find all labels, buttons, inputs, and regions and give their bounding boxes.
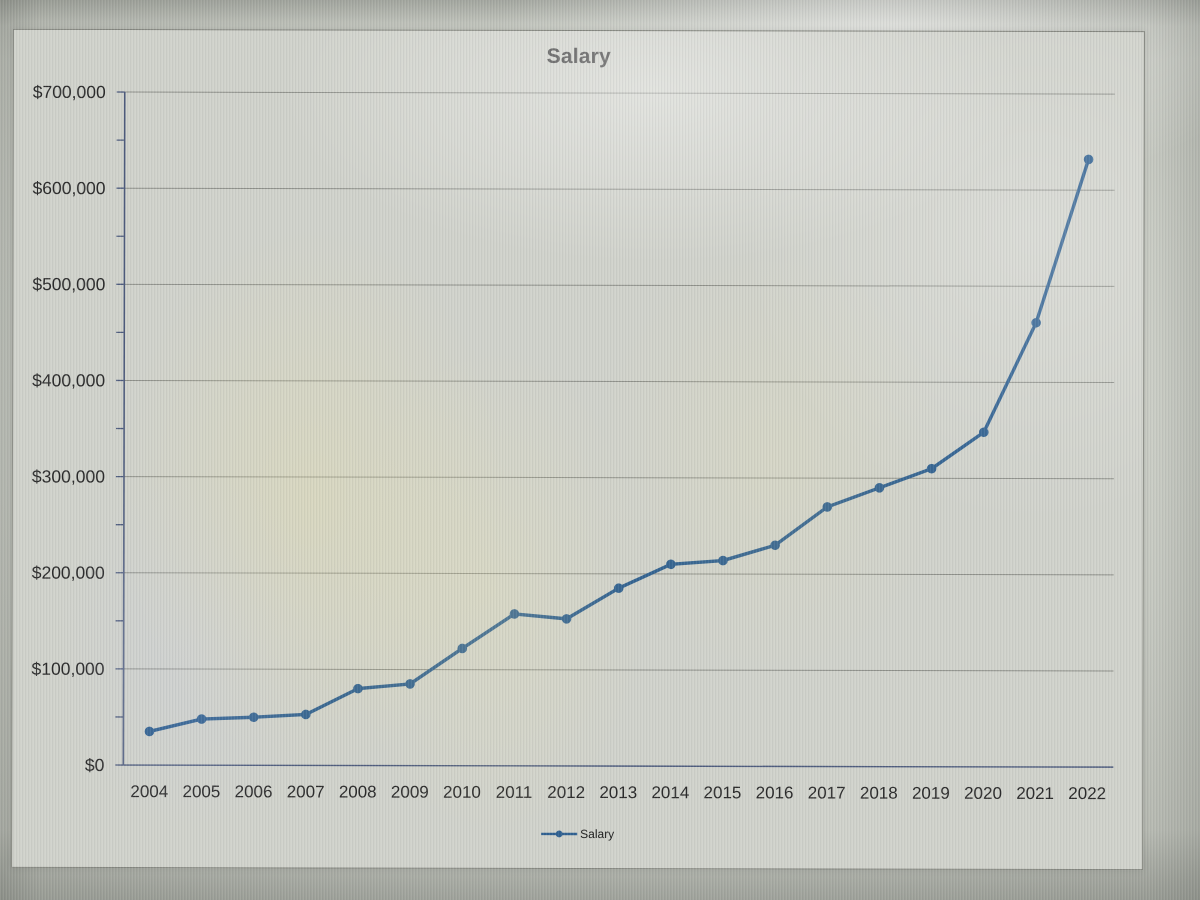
x-axis-label: 2012 [547, 783, 585, 802]
data-point [718, 555, 728, 566]
gridline [124, 283, 1115, 287]
x-axis-line [123, 764, 1114, 768]
data-point [666, 559, 676, 570]
x-axis-label: 2020 [964, 784, 1002, 803]
gridline [123, 476, 1114, 480]
x-axis-label: 2016 [756, 783, 794, 802]
y-axis-label: $600,000 [33, 178, 106, 198]
x-axis-label: 2014 [651, 783, 689, 802]
x-axis-label: 2022 [1068, 784, 1106, 803]
y-axis-label: $700,000 [33, 82, 106, 102]
data-point [301, 709, 311, 720]
gridline [124, 187, 1115, 191]
legend-line-marker-icon [541, 830, 578, 838]
data-point [1031, 317, 1041, 328]
chart-legend: Salary [12, 822, 1142, 846]
data-point [822, 502, 833, 512]
y-axis-label: $500,000 [32, 274, 105, 294]
data-point [874, 483, 885, 493]
x-axis-label: 2021 [1016, 784, 1054, 803]
data-point [509, 609, 520, 619]
y-axis-label: $0 [85, 755, 105, 775]
data-point [926, 463, 937, 474]
x-axis-label: 2018 [860, 784, 898, 803]
data-point [613, 583, 624, 594]
x-axis-label: 2011 [496, 783, 533, 802]
x-axis-label: 2008 [339, 782, 377, 801]
data-point [144, 726, 155, 737]
data-point [770, 540, 780, 551]
data-point [353, 683, 363, 694]
y-axis-label: $100,000 [32, 659, 105, 679]
data-point [405, 679, 415, 689]
x-axis-label: 2009 [391, 783, 429, 802]
y-axis-label: $200,000 [32, 563, 105, 583]
x-axis-label: 2005 [183, 782, 221, 801]
data-point [561, 614, 572, 624]
gridline [124, 379, 1115, 384]
data-point [978, 427, 989, 438]
chart-card: Salary $0 $100,000 $200,000 $300,000 $400,00… [11, 28, 1145, 871]
data-point [457, 643, 468, 654]
gridline [123, 668, 1114, 672]
data-point [1083, 154, 1094, 165]
y-axis-line [122, 92, 126, 766]
x-axis-label: 2015 [704, 783, 742, 802]
gridline [124, 91, 1115, 95]
y-axis-label: $400,000 [32, 370, 105, 390]
y-axis-label: $300,000 [32, 466, 105, 486]
data-point [196, 714, 207, 724]
legend-label: Salary [580, 827, 615, 842]
data-point [248, 712, 259, 723]
x-axis-label: 2007 [287, 782, 325, 801]
x-axis-label: 2017 [808, 783, 846, 802]
line-chart-plot: $0 $100,000 $200,000 $300,000 $400,000 $500,0… [32, 82, 1115, 803]
salary-series-line [147, 157, 1091, 734]
gridline [123, 572, 1114, 576]
x-axis-label: 2004 [130, 782, 168, 801]
x-axis-label: 2013 [599, 783, 637, 802]
x-axis-label: 2019 [912, 784, 950, 803]
x-axis-label: 2010 [443, 783, 481, 802]
x-axis-label: 2006 [235, 782, 273, 801]
